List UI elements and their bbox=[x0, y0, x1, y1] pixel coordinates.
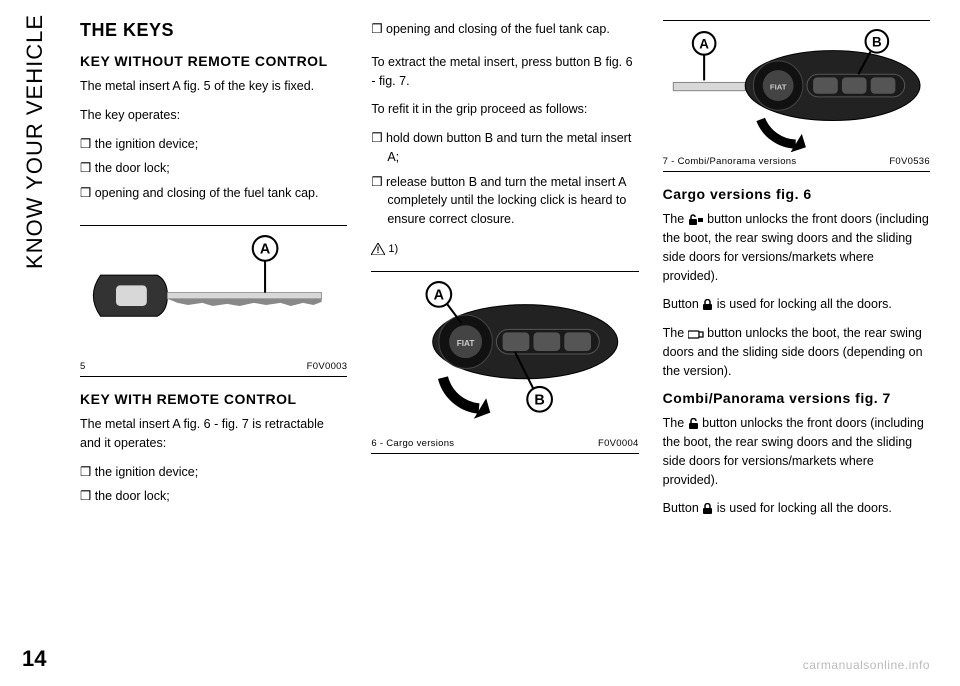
svg-text:B: B bbox=[535, 392, 545, 408]
content-columns: THE KEYS KEY WITHOUT REMOTE CONTROL The … bbox=[80, 20, 930, 666]
figure-7-art: FIAT A B bbox=[663, 29, 930, 152]
section-title: THE KEYS bbox=[80, 20, 347, 41]
list: the ignition device; the door lock; bbox=[80, 463, 347, 513]
svg-text:A: A bbox=[699, 37, 709, 52]
lock-icon bbox=[702, 503, 713, 515]
unlock-icon bbox=[688, 418, 699, 430]
paragraph: The metal insert A fig. 6 - fig. 7 is re… bbox=[80, 415, 347, 453]
side-tab: KNOW YOUR VEHICLE bbox=[22, 14, 48, 269]
list-item: opening and closing of the fuel tank cap… bbox=[371, 20, 638, 39]
page-number: 14 bbox=[22, 646, 46, 672]
heading-cargo-versions: Cargo versions fig. 6 bbox=[663, 186, 930, 202]
paragraph: To refit it in the grip proceed as follo… bbox=[371, 100, 638, 119]
figure-number: 7 - Combi/Panorama versions bbox=[663, 156, 797, 167]
heading-key-with-remote: KEY WITH REMOTE CONTROL bbox=[80, 391, 347, 407]
paragraph: Button is used for locking all the doors… bbox=[663, 295, 930, 314]
figure-7: FIAT A B bbox=[663, 20, 930, 172]
list-item: the ignition device; bbox=[80, 135, 347, 154]
paragraph: The button unlocks the boot, the rear sw… bbox=[663, 324, 930, 380]
figure-5-caption: 5 F0V0003 bbox=[80, 361, 347, 372]
text: is used for locking all the doors. bbox=[713, 501, 892, 515]
text: Button bbox=[663, 297, 703, 311]
column-1: THE KEYS KEY WITHOUT REMOTE CONTROL The … bbox=[80, 20, 347, 666]
svg-text:B: B bbox=[872, 34, 882, 49]
list-item: the door lock; bbox=[80, 159, 347, 178]
text: button unlocks the front doors (includin… bbox=[663, 416, 924, 486]
figure-6: FIAT A B bbox=[371, 271, 638, 454]
warning-text: 1) bbox=[388, 243, 398, 255]
svg-text:A: A bbox=[434, 287, 444, 303]
unlock-car-icon bbox=[688, 214, 704, 226]
figure-number: 6 - Cargo versions bbox=[371, 438, 454, 449]
svg-text:!: ! bbox=[377, 245, 380, 255]
figure-7-caption: 7 - Combi/Panorama versions F0V0536 bbox=[663, 156, 930, 167]
figure-5: A 5 F0V0003 bbox=[80, 225, 347, 377]
svg-text:FIAT: FIAT bbox=[457, 339, 475, 348]
figure-code: F0V0003 bbox=[307, 361, 348, 372]
column-2: opening and closing of the fuel tank cap… bbox=[371, 20, 638, 666]
text: Button bbox=[663, 501, 703, 515]
list-item: opening and closing of the fuel tank cap… bbox=[80, 184, 347, 203]
watermark: carmanualsonline.info bbox=[803, 658, 930, 672]
list: the ignition device; the door lock; open… bbox=[80, 135, 347, 209]
paragraph: Button is used for locking all the doors… bbox=[663, 499, 930, 518]
heading-combi-versions: Combi/Panorama versions fig. 7 bbox=[663, 390, 930, 406]
figure-number: 5 bbox=[80, 361, 86, 372]
column-3: FIAT A B bbox=[663, 20, 930, 666]
text: The bbox=[663, 212, 688, 226]
svg-text:FIAT: FIAT bbox=[770, 83, 787, 92]
paragraph: To extract the metal insert, press butto… bbox=[371, 53, 638, 91]
list-item: the door lock; bbox=[80, 487, 347, 506]
paragraph: The button unlocks the front doors (incl… bbox=[663, 210, 930, 285]
figure-6-art: FIAT A B bbox=[371, 280, 638, 434]
callout-label-a: A bbox=[260, 241, 270, 257]
lock-icon bbox=[702, 299, 713, 311]
list: hold down button B and turn the metal in… bbox=[371, 129, 638, 235]
text: The bbox=[663, 416, 688, 430]
figure-6-caption: 6 - Cargo versions F0V0004 bbox=[371, 438, 638, 449]
heading-key-without-remote: KEY WITHOUT REMOTE CONTROL bbox=[80, 53, 347, 69]
figure-code: F0V0536 bbox=[889, 156, 930, 167]
list-item: hold down button B and turn the metal in… bbox=[371, 129, 638, 167]
paragraph: The key operates: bbox=[80, 106, 347, 125]
warning-note: ! 1) bbox=[371, 243, 638, 255]
list-item: release button B and turn the metal inse… bbox=[371, 173, 638, 229]
figure-5-art: A bbox=[80, 234, 347, 357]
text: is used for locking all the doors. bbox=[713, 297, 892, 311]
page: KNOW YOUR VEHICLE 14 carmanualsonline.in… bbox=[0, 0, 960, 686]
paragraph: The button unlocks the front doors (incl… bbox=[663, 414, 930, 489]
boot-unlock-icon bbox=[688, 328, 704, 340]
warning-icon: ! bbox=[371, 243, 385, 255]
text: The bbox=[663, 326, 688, 340]
list: opening and closing of the fuel tank cap… bbox=[371, 20, 638, 45]
list-item: the ignition device; bbox=[80, 463, 347, 482]
figure-code: F0V0004 bbox=[598, 438, 639, 449]
paragraph: The metal insert A fig. 5 of the key is … bbox=[80, 77, 347, 96]
